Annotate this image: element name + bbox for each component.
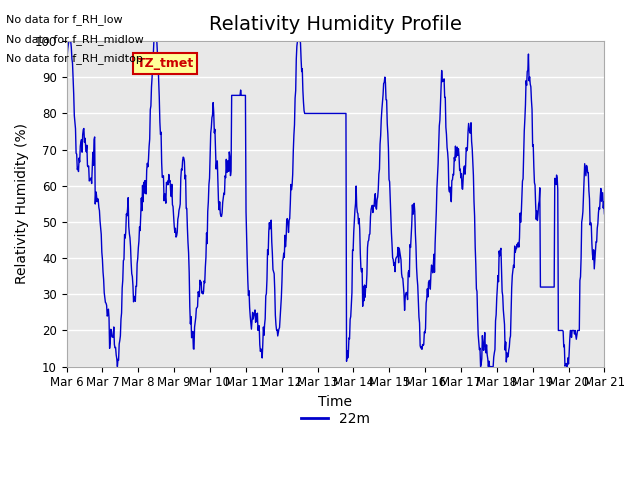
Text: TZ_tmet: TZ_tmet: [136, 57, 194, 70]
Title: Relativity Humidity Profile: Relativity Humidity Profile: [209, 15, 462, 34]
Y-axis label: Relativity Humidity (%): Relativity Humidity (%): [15, 123, 29, 284]
Text: No data for f_RH_low: No data for f_RH_low: [6, 14, 123, 25]
Legend: 22m: 22m: [295, 406, 376, 432]
Text: No data for f_RH_midtop: No data for f_RH_midtop: [6, 53, 143, 64]
Text: No data for f_RH_midlow: No data for f_RH_midlow: [6, 34, 144, 45]
X-axis label: Time: Time: [319, 395, 353, 409]
